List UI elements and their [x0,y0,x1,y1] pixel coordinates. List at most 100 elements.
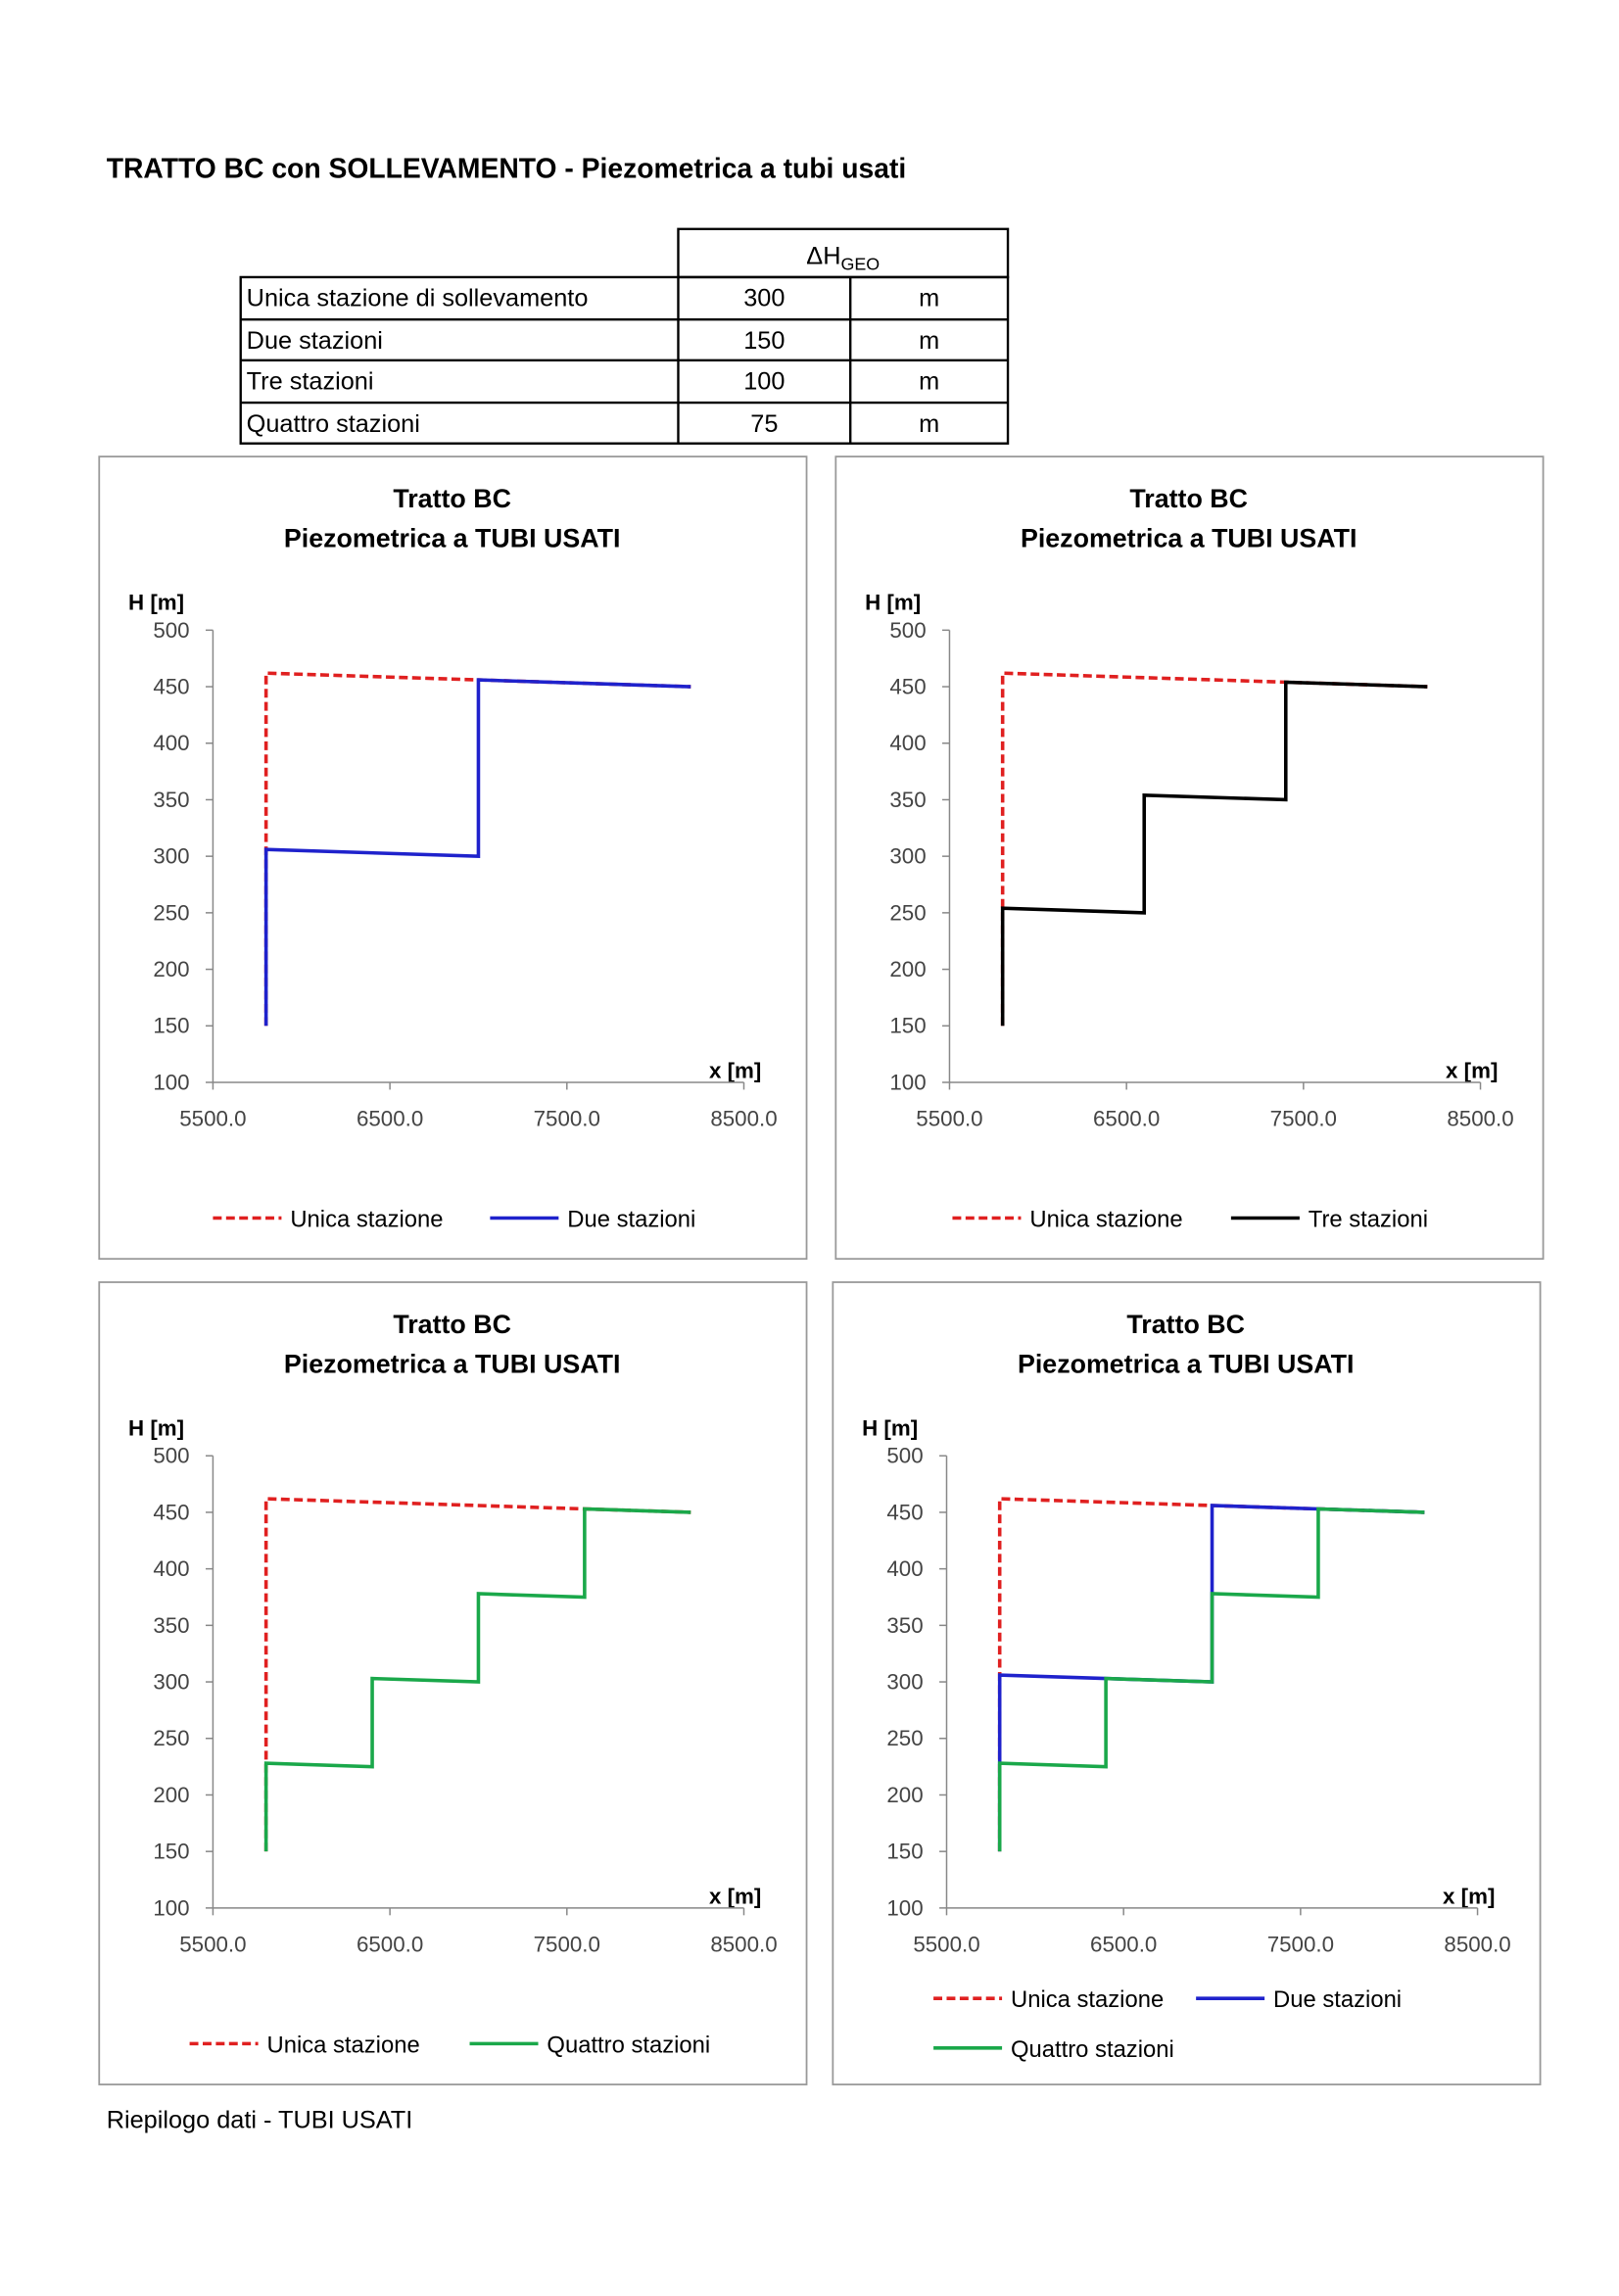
x-tick-label: 8500.0 [1444,1933,1510,1957]
y-tick-label: 400 [153,1556,189,1581]
y-tick-label: 400 [889,731,926,755]
y-tick-label: 350 [153,788,189,812]
y-tick-label: 500 [889,618,926,643]
y-tick-label: 250 [886,1726,923,1750]
cell: 75 [750,410,778,438]
y-tick-label: 250 [153,1726,189,1750]
chart: Tratto BC Piezometrica a TUBI USATI H [m] x… [98,455,808,1261]
cell: 150 [743,327,785,355]
table [239,227,1010,445]
y-tick-label: 350 [889,788,926,812]
x-tick-label: 5500.0 [179,1107,246,1131]
row-label: Tre stazioni [247,368,374,396]
y-axis-label: H [m] [128,1415,184,1440]
y-tick-label: 450 [889,674,926,698]
legend-label: Unica stazione [1011,1986,1164,2013]
y-tick-label: 450 [153,1500,189,1524]
x-tick-label: 6500.0 [1090,1933,1157,1957]
y-tick-label: 400 [153,731,189,755]
y-tick-label: 250 [153,900,189,925]
x-tick-label: 8500.0 [710,1933,777,1957]
y-tick-label: 200 [153,1783,189,1807]
x-tick-label: 8500.0 [1447,1107,1513,1131]
x-axis-label: x [m] [709,1884,761,1908]
y-tick-label: 150 [153,1014,189,1038]
cell: 100 [743,368,785,396]
y-tick-label: 400 [886,1556,923,1581]
chart: Tratto BC Piezometrica a TUBI USATI H [m] x… [834,455,1545,1261]
footer: Riepilogo dati - TUBI USATI [107,2107,413,2134]
chart-title: Tratto BC [1129,484,1248,513]
legend-label: Tre stazioni [1309,1206,1428,1232]
y-tick-label: 300 [153,1669,189,1694]
series-line [263,1507,691,1852]
y-tick-label: 300 [153,844,189,869]
y-tick-label: 450 [153,674,189,698]
table-header: ΔHGEO [806,243,880,274]
x-tick-label: 7500.0 [1270,1107,1337,1131]
chart-subtitle: Piezometrica a TUBI USATI [284,523,620,552]
y-axis-label: H [m] [862,1415,918,1440]
y-tick-label: 150 [153,1840,189,1864]
y-tick-label: 350 [153,1613,189,1638]
chart-frame [98,1281,808,2085]
x-axis-label: x [m] [1443,1884,1495,1908]
x-tick-label: 6500.0 [357,1933,423,1957]
table-cells: Unica stazione di sollevamento 300 m Due st… [247,285,939,438]
legend-label: Unica stazione [1029,1206,1182,1232]
chart-title: Tratto BC [1126,1310,1245,1339]
x-axis-label: x [m] [1446,1059,1498,1083]
cell: m [919,285,939,312]
chart: Tratto BC Piezometrica a TUBI USATI H [m] x… [98,1281,808,2085]
chart-frame [834,455,1545,1261]
subscript: GEO [840,255,880,274]
x-axis-label: x [m] [709,1059,761,1083]
cell: m [919,327,939,355]
y-tick-label: 300 [886,1669,923,1694]
series-line [263,1497,691,1852]
cell: 300 [743,285,785,312]
x-tick-label: 6500.0 [357,1107,423,1131]
y-tick-label: 100 [889,1070,926,1094]
row-label: Quattro stazioni [247,410,420,438]
y-tick-label: 450 [886,1500,923,1524]
x-tick-label: 5500.0 [913,1933,979,1957]
cell: m [919,410,939,438]
legend-label: Due stazioni [1273,1986,1402,2013]
x-tick-label: 5500.0 [916,1107,982,1131]
y-tick-label: 300 [889,844,926,869]
chart-title: Tratto BC [393,484,511,513]
y-tick-label: 350 [886,1613,923,1638]
chart-subtitle: Piezometrica a TUBI USATI [284,1349,620,1378]
series-line [997,1507,1425,1852]
legend-label: Quattro stazioni [547,2032,710,2058]
legend-label: Unica stazione [267,2032,420,2058]
legend-label: Unica stazione [290,1206,443,1232]
chart: Tratto BC Piezometrica a TUBI USATI H [m] x… [832,1281,1542,2085]
y-tick-label: 200 [153,957,189,981]
y-tick-label: 200 [889,957,926,981]
legend-label: Quattro stazioni [1011,2036,1174,2063]
x-tick-label: 5500.0 [179,1933,246,1957]
page-title: TRATTO BC con SOLLEVAMENTO - Piezometric… [107,153,907,184]
chart-frame [98,455,808,1261]
chart-title: Tratto BC [393,1310,511,1339]
symbol: ΔH [806,243,840,270]
y-tick-label: 100 [153,1895,189,1920]
y-tick-label: 500 [886,1444,923,1468]
x-tick-label: 7500.0 [534,1933,600,1957]
legend-label: Due stazioni [567,1206,695,1232]
x-tick-label: 6500.0 [1093,1107,1160,1131]
y-tick-label: 100 [886,1895,923,1920]
chart-subtitle: Piezometrica a TUBI USATI [1021,523,1357,552]
y-tick-label: 200 [886,1783,923,1807]
chart-subtitle: Piezometrica a TUBI USATI [1018,1349,1354,1378]
y-tick-label: 500 [153,1444,189,1468]
y-axis-label: H [m] [128,590,184,614]
y-axis-label: H [m] [865,590,921,614]
row-label: Due stazioni [247,327,383,355]
y-tick-label: 250 [889,900,926,925]
chart-frame [832,1281,1542,2085]
